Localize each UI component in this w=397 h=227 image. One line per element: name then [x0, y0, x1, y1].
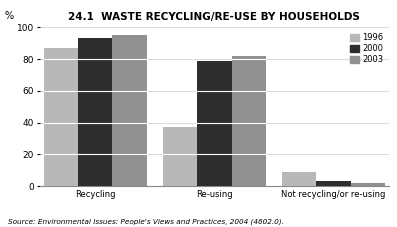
Bar — [197, 61, 231, 186]
Text: Source: Environmental Issues: People's Views and Practices, 2004 (4602.0).: Source: Environmental Issues: People's V… — [8, 218, 284, 225]
Text: %: % — [5, 11, 14, 21]
Bar — [44, 48, 78, 186]
Bar — [112, 35, 146, 186]
Bar — [78, 38, 112, 186]
Bar — [316, 181, 351, 186]
Title: 24.1  WASTE RECYCLING/RE-USE BY HOUSEHOLDS: 24.1 WASTE RECYCLING/RE-USE BY HOUSEHOLD… — [68, 12, 360, 22]
Bar — [282, 172, 316, 186]
Bar — [231, 56, 266, 186]
Legend: 1996, 2000, 2003: 1996, 2000, 2003 — [349, 31, 385, 66]
Bar — [163, 127, 197, 186]
Bar — [351, 183, 385, 186]
